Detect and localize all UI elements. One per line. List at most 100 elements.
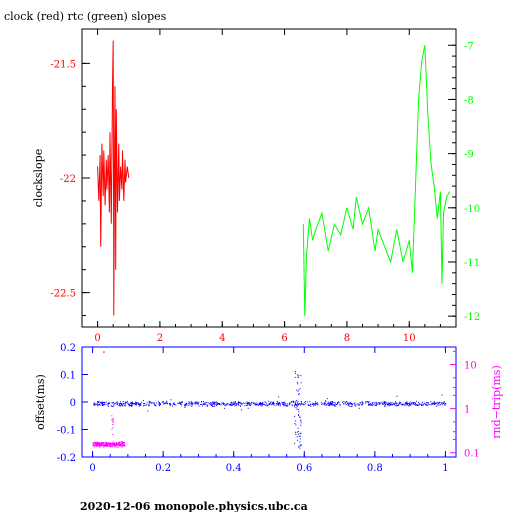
offset-point <box>275 404 277 406</box>
offset-point <box>381 403 383 405</box>
offset-point <box>163 402 165 404</box>
offset-point <box>408 403 410 405</box>
offset-point <box>286 404 288 406</box>
offset-point <box>339 404 341 406</box>
offset-point <box>332 401 333 403</box>
offset-point <box>117 402 119 404</box>
offset-point <box>102 401 103 403</box>
offset-point <box>191 404 193 406</box>
rnd-trip-point <box>97 442 99 444</box>
offset-point <box>440 402 442 404</box>
offset-point <box>273 404 275 406</box>
offset-point <box>278 403 280 405</box>
offset-point <box>135 402 137 404</box>
offset-point <box>381 403 383 404</box>
offset-point <box>249 402 251 404</box>
offset-point <box>210 402 212 404</box>
offset-point <box>95 404 97 406</box>
offset-point <box>213 403 215 405</box>
offset-point <box>173 402 175 404</box>
offset-point <box>421 404 422 406</box>
offset-point <box>372 403 374 405</box>
rnd-trip-point <box>108 442 110 444</box>
offset-point <box>317 403 319 405</box>
rnd-trip-point <box>121 445 123 447</box>
offset-point <box>420 403 422 405</box>
offset-point <box>167 403 169 405</box>
offset-point <box>289 402 291 404</box>
rnd-trip-point <box>117 446 119 448</box>
offset-point <box>212 402 214 404</box>
rnd-trip-point <box>108 444 110 446</box>
offset-point <box>185 403 187 405</box>
offset-point <box>418 404 420 406</box>
offset-point <box>237 402 239 404</box>
offset-point <box>170 402 172 404</box>
rnd-trip-point <box>96 444 98 446</box>
offset-point <box>322 403 324 405</box>
bottom-left-y-tick-label: 0.2 <box>60 343 76 354</box>
offset-point <box>148 404 150 406</box>
offset-point <box>269 402 271 404</box>
rnd-trip-point <box>115 445 117 447</box>
offset-point <box>421 403 423 405</box>
offset-point <box>113 402 114 404</box>
offset-point <box>444 403 446 404</box>
offset-point <box>315 404 317 406</box>
offset-point <box>130 405 132 407</box>
offset-point <box>344 401 346 403</box>
offset-point <box>218 403 220 405</box>
offset-point <box>107 403 109 405</box>
offset-point <box>200 404 202 406</box>
rnd-trip-point <box>115 444 117 446</box>
offset-point <box>391 402 393 404</box>
offset-point <box>212 404 214 405</box>
offset-point <box>304 403 306 405</box>
offset-point <box>297 403 299 405</box>
rnd-trip-point <box>124 445 126 447</box>
offset-point <box>228 404 230 406</box>
offset-point <box>281 403 283 405</box>
offset-point <box>278 396 280 398</box>
offset-point <box>307 404 309 406</box>
offset-point <box>432 403 433 405</box>
offset-point <box>212 406 214 408</box>
offset-point <box>395 402 397 404</box>
rnd-trip-point <box>115 441 117 443</box>
bottom-chart: 0 0.2 0.4 0.6 0.8 1 0.2 0.1 0 -0.1 -0.2 0.1 1 10 of… <box>34 343 503 474</box>
rnd-trip-point <box>100 443 102 445</box>
rnd-trip-point <box>109 443 111 445</box>
rtc-series-line <box>302 45 451 317</box>
rnd-trip-point <box>118 442 120 444</box>
offset-point <box>422 404 424 406</box>
rnd-trip-point <box>116 443 118 444</box>
offset-point <box>312 402 314 404</box>
offset-point <box>150 402 152 404</box>
offset-point <box>295 389 297 391</box>
offset-point <box>387 404 389 406</box>
offset-point <box>96 403 98 405</box>
offset-point <box>359 402 361 404</box>
offset-point <box>417 405 418 406</box>
offset-point <box>370 403 372 405</box>
offset-point <box>316 402 318 404</box>
offset-point <box>296 439 298 441</box>
bottom-left-y-tick-label: 0.1 <box>60 371 76 382</box>
rnd-trip-point <box>112 424 114 426</box>
offset-point <box>299 416 301 418</box>
offset-point <box>217 402 219 404</box>
offset-point <box>116 401 118 403</box>
offset-point <box>300 403 302 405</box>
offset-point <box>271 403 273 404</box>
offset-point <box>376 403 378 405</box>
offset-point <box>299 441 301 443</box>
rnd-trip-point <box>111 418 113 420</box>
offset-point <box>131 402 133 404</box>
offset-point <box>422 401 423 403</box>
offset-point <box>405 402 407 404</box>
offset-point <box>413 403 415 405</box>
offset-point <box>166 401 168 403</box>
offset-point <box>383 402 385 404</box>
offset-point <box>241 403 242 405</box>
offset-point <box>296 431 298 433</box>
